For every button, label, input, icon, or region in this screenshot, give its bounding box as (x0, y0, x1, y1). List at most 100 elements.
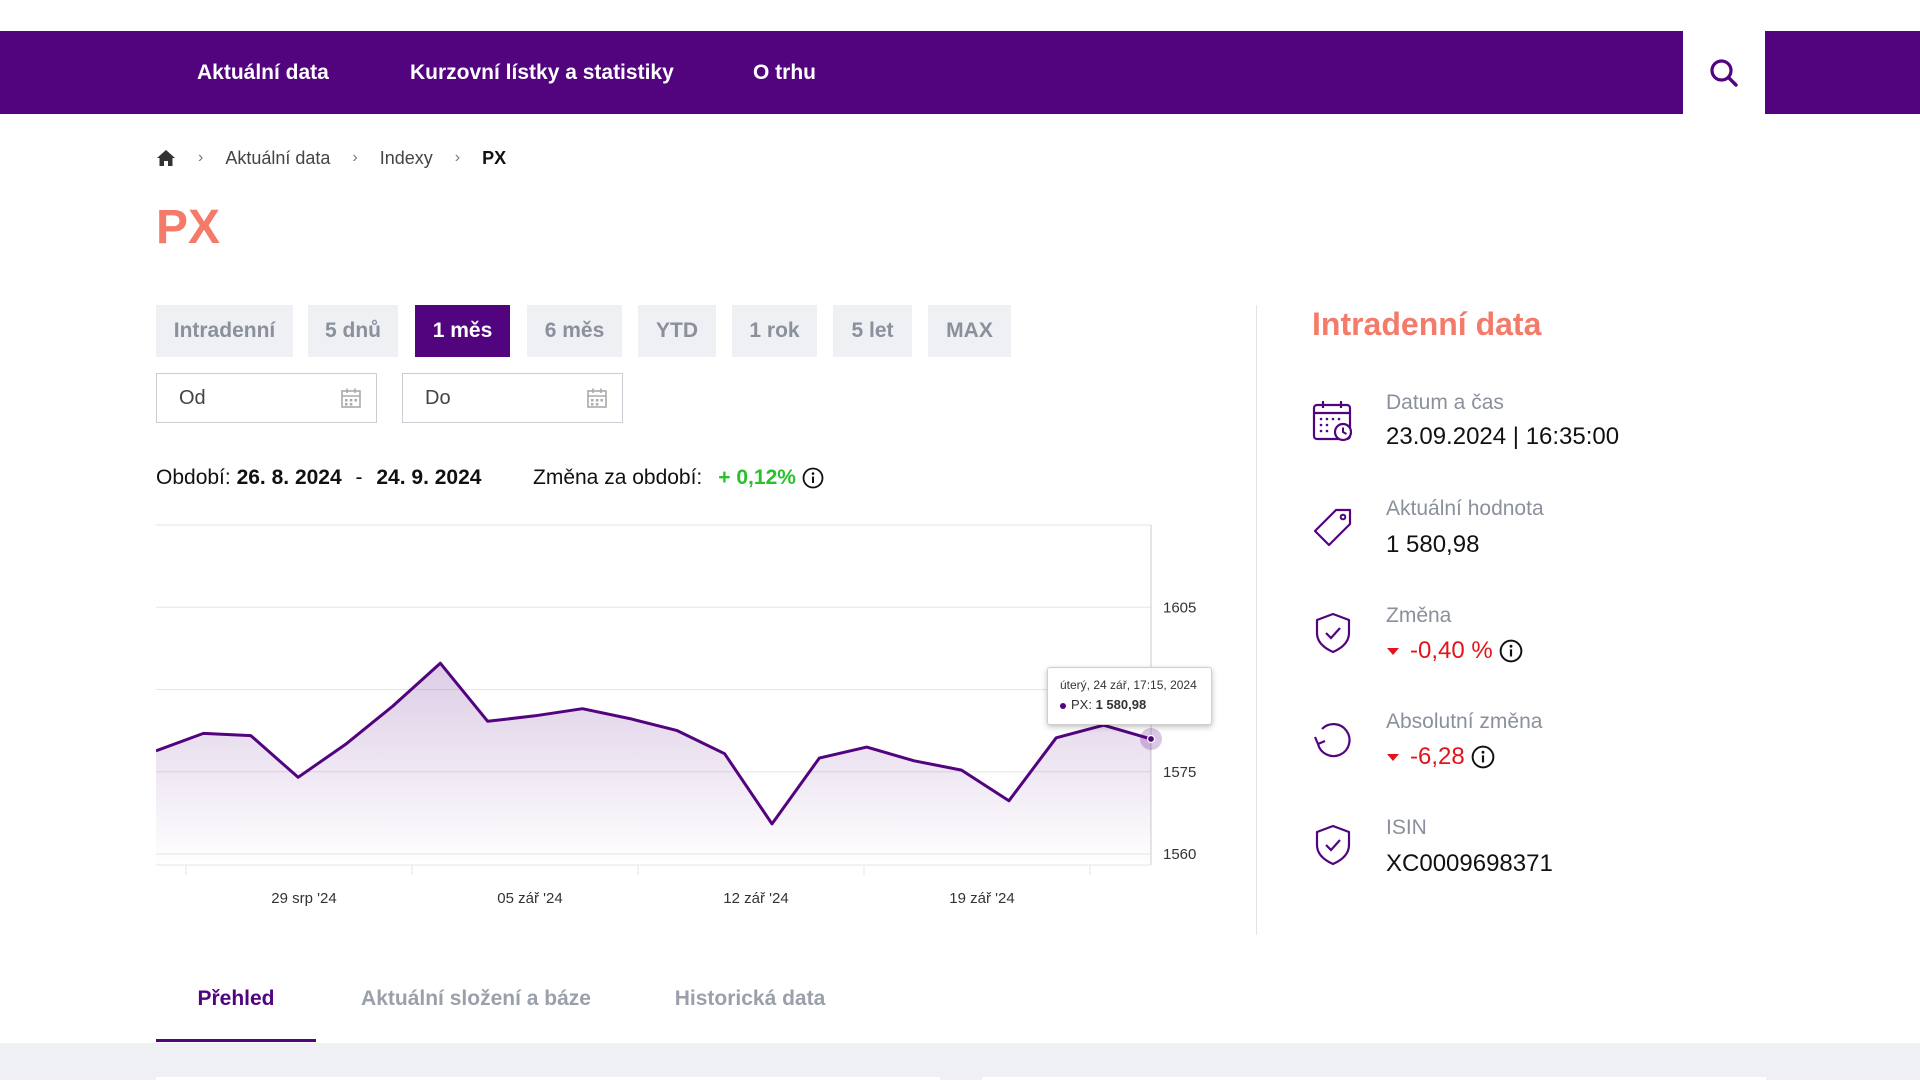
chart-point[interactable] (627, 716, 633, 722)
chart-point[interactable] (532, 713, 538, 719)
period-summary: Období: 26. 8. 2024 - 24. 9. 2024 (156, 466, 481, 490)
breadcrumb-separator: › (198, 149, 204, 166)
period-separator: - (355, 466, 363, 489)
breadcrumb-item-indexy[interactable]: Indexy (379, 147, 433, 168)
info-value-absolutni-row: -6,28 (1386, 743, 1495, 771)
chart-point[interactable] (248, 733, 254, 739)
content-card (156, 1077, 940, 1087)
info-label-datum: Datum a čas (1386, 391, 1504, 414)
chart-point[interactable] (769, 821, 775, 827)
intraday-title: Intradenní data (1312, 306, 1542, 342)
tooltip-value: 1 580,98 (1095, 697, 1147, 712)
chart-x-tick-label: 12 zář '24 (723, 890, 788, 907)
period-label: Období: (156, 466, 231, 489)
chart-series-line (156, 661, 1152, 826)
chart-hover-point[interactable] (1146, 734, 1156, 744)
info-icon[interactable] (1499, 639, 1523, 663)
search-button[interactable] (1683, 31, 1765, 114)
period-button-5-let[interactable]: 5 let (833, 305, 912, 357)
price-tag-icon (1313, 508, 1352, 547)
chart-point[interactable] (864, 744, 870, 750)
nav-item-o-trhu[interactable]: O trhu (753, 61, 816, 84)
chart-point[interactable] (343, 741, 349, 747)
breadcrumb-current: PX (482, 147, 507, 168)
index-chart: 1560 1575 1605 29 srp '24 05 zář '24 12 zář … (156, 524, 1196, 907)
info-label-absolutni-zmena: Absolutní změna (1386, 710, 1543, 733)
date-from-input[interactable] (156, 373, 377, 423)
chart-point[interactable] (911, 758, 917, 764)
chart-point[interactable] (674, 728, 680, 734)
refresh-icon (1313, 723, 1351, 758)
period-from: 26. 8. 2024 (236, 466, 342, 489)
info-label-isin: ISIN (1386, 816, 1427, 839)
content-background (0, 1043, 1920, 1080)
down-arrow-icon (1387, 754, 1399, 761)
chart-x-tick-label: 19 zář '24 (949, 890, 1014, 907)
period-button-1-mes[interactable]: 1 měs (415, 305, 510, 357)
chart-point[interactable] (816, 755, 822, 761)
nav-item-aktualni-data[interactable]: Aktuální data (197, 61, 329, 84)
tooltip-series-marker (1060, 702, 1066, 709)
content-card (982, 1077, 1766, 1087)
info-icon[interactable] (802, 467, 824, 489)
chart-y-tick-label: 1605 (1163, 599, 1196, 616)
period-button-6-mes[interactable]: 6 měs (527, 305, 622, 357)
tab-historicka-data[interactable]: Historická data (674, 987, 826, 1010)
chart-point[interactable] (200, 730, 206, 736)
top-navbar: Aktuální data Kurzovní lístky a statisti… (0, 31, 1920, 114)
section-divider (1256, 305, 1257, 935)
chart-x-tick-label: 05 zář '24 (497, 890, 562, 907)
tooltip-date: úterý, 24 zář, 17:15, 2024 (1060, 678, 1197, 692)
period-button-intradenni[interactable]: Intradenní (156, 305, 293, 357)
chart-point[interactable] (485, 718, 491, 724)
info-value-isin: XC0009698371 (1386, 850, 1553, 877)
chart-point[interactable] (295, 774, 301, 780)
chart-x-tick-label: 29 srp '24 (271, 890, 336, 907)
info-value-absolutni-zmena: -6,28 (1410, 743, 1465, 770)
chart-area (156, 663, 1151, 865)
down-arrow-icon (1387, 648, 1399, 655)
change-value: + 0,12% (718, 466, 796, 489)
chart-point[interactable] (437, 660, 443, 666)
breadcrumb-item-aktualni-data[interactable]: Aktuální data (225, 147, 331, 168)
chart-tooltip: úterý, 24 zář, 17:15, 2024 PX: 1 580,98 (1047, 667, 1212, 725)
tooltip-series-label: PX: (1071, 697, 1092, 712)
chart-point[interactable] (579, 706, 585, 712)
calendar-clock-icon (1312, 401, 1353, 442)
breadcrumb: › Aktuální data › Indexy › PX (156, 146, 506, 170)
period-change: Změna za období: + 0,12% (533, 466, 824, 490)
info-value-zmena-row: -0,40 % (1386, 637, 1523, 665)
chart-point[interactable] (722, 751, 728, 757)
chart-point[interactable] (1053, 735, 1059, 741)
period-button-5-dnu[interactable]: 5 dnů (308, 305, 398, 357)
search-icon (1710, 58, 1738, 87)
tab-prehled[interactable]: Přehled (156, 960, 316, 1042)
period-button-ytd[interactable]: YTD (638, 305, 716, 357)
chart-point[interactable] (1006, 798, 1012, 804)
nav-item-kurzovni-listky[interactable]: Kurzovní lístky a statistiky (410, 61, 674, 84)
calendar-icon[interactable] (586, 387, 608, 409)
shield-check-icon (1315, 824, 1351, 866)
info-label-zmena: Změna (1386, 604, 1452, 627)
change-label: Změna za období: (533, 466, 703, 489)
date-to-input[interactable] (402, 373, 623, 423)
page-title: PX (156, 201, 221, 254)
breadcrumb-separator: › (454, 149, 461, 166)
chart-point[interactable] (958, 767, 964, 773)
info-label-hodnota: Aktuální hodnota (1386, 497, 1544, 520)
info-icon[interactable] (1471, 745, 1495, 769)
chart-y-tick-label: 1560 (1163, 846, 1196, 863)
period-to: 24. 9. 2024 (376, 466, 482, 489)
period-button-1-rok[interactable]: 1 rok (732, 305, 817, 357)
info-value-zmena: -0,40 % (1410, 637, 1493, 664)
calendar-icon[interactable] (340, 387, 362, 409)
info-value-hodnota: 1 580,98 (1386, 531, 1480, 558)
chart-y-tick-label: 1575 (1163, 764, 1196, 781)
home-icon[interactable] (156, 149, 176, 167)
tab-aktualni-slozeni[interactable]: Aktuální složení a báze (361, 987, 591, 1010)
breadcrumb-separator: › (352, 149, 358, 166)
period-button-max[interactable]: MAX (928, 305, 1011, 357)
info-value-datum: 23.09.2024 | 16:35:00 (1386, 423, 1620, 450)
shield-check-icon (1315, 612, 1351, 654)
chart-point[interactable] (390, 703, 396, 709)
